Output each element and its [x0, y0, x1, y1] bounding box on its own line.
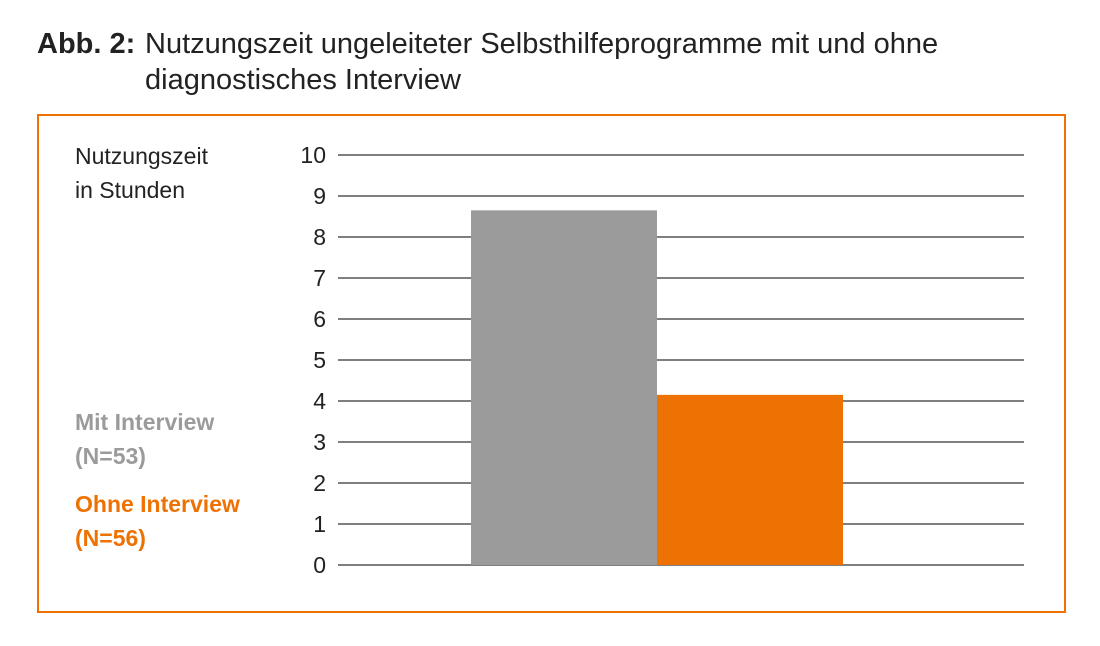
caption-label: Abb. 2:	[37, 28, 136, 60]
y-axis-label: Nutzungszeit in Stunden	[75, 139, 208, 207]
legend-entry-mit-interview-line-2: (N=53)	[75, 443, 146, 469]
legend-entry-mit-interview: Mit Interview (N=53)	[75, 405, 240, 473]
bar-ohne-interview	[657, 394, 843, 565]
y-tick-label-7: 7	[313, 265, 326, 291]
y-tick-label-2: 2	[313, 470, 326, 496]
y-tick-label-4: 4	[313, 388, 326, 414]
legend-entry-ohne-interview-line-2: (N=56)	[75, 525, 146, 551]
caption-text: Nutzungszeit ungeleiteter Selbsthilfepro…	[145, 28, 939, 96]
y-tick-label-1: 1	[313, 511, 326, 537]
y-axis-label-line-1: Nutzungszeit	[75, 143, 208, 169]
bar-mit-interview	[471, 210, 657, 565]
chart-frame	[37, 114, 1066, 613]
y-tick-label-8: 8	[313, 224, 326, 250]
y-axis-label-line-2: in Stunden	[75, 177, 185, 203]
legend-entry-ohne-interview-line-1: Ohne Interview	[75, 491, 240, 517]
y-tick-label-10: 10	[300, 142, 326, 168]
legend: Mit Interview (N=53) Ohne Interview (N=5…	[75, 405, 240, 569]
y-tick-label-5: 5	[313, 347, 326, 373]
legend-entry-mit-interview-line-1: Mit Interview	[75, 409, 215, 435]
y-tick-label-3: 3	[313, 429, 326, 455]
y-tick-label-0: 0	[313, 552, 326, 578]
y-tick-label-6: 6	[313, 306, 326, 332]
y-tick-label-9: 9	[313, 183, 326, 209]
legend-entry-ohne-interview: Ohne Interview (N=56)	[75, 487, 240, 555]
